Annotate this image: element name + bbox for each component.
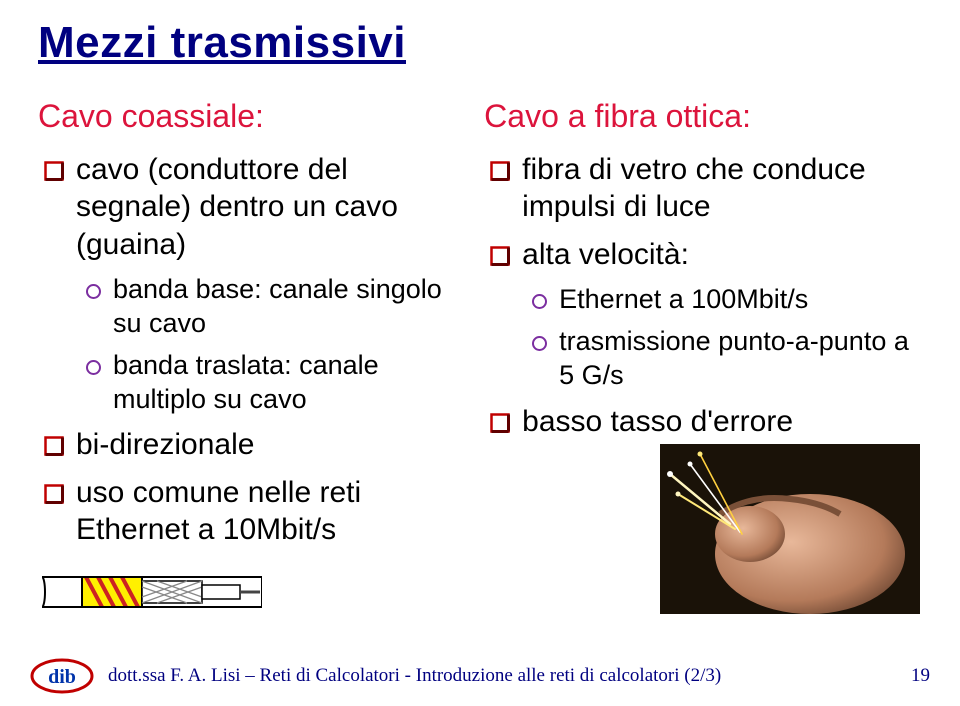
circle-bullet-icon (532, 294, 547, 309)
footer-text: dott.ssa F. A. Lisi – Reti di Calcolator… (108, 665, 721, 687)
bullet-text: trasmissione punto-a-punto a 5 G/s (559, 325, 930, 393)
bullet-text: fibra di vetro che conduce impulsi di lu… (522, 151, 930, 226)
right-heading: Cavo a fibra ottica: (484, 98, 930, 135)
square-bullet-icon (44, 161, 64, 181)
dib-logo-icon: dib (30, 658, 94, 694)
bullet-item: bi-direzionale (44, 426, 466, 464)
bullet-item: fibra di vetro che conduce impulsi di lu… (490, 151, 930, 226)
square-bullet-icon (490, 246, 510, 266)
bullet-item: basso tasso d'errore (490, 403, 930, 441)
svg-text:dib: dib (48, 666, 76, 688)
sub-bullet-item: banda base: canale singolo su cavo (86, 273, 466, 341)
bullet-item: cavo (conduttore del segnale) dentro un … (44, 151, 466, 264)
bullet-text: uso comune nelle reti Ethernet a 10Mbit/… (76, 474, 466, 549)
bullet-text: banda base: canale singolo su cavo (113, 273, 466, 341)
coax-cable-illustration (42, 563, 262, 621)
circle-bullet-icon (532, 336, 547, 351)
bullet-item: alta velocità: (490, 236, 930, 274)
square-bullet-icon (490, 161, 510, 181)
slide-title: Mezzi trasmissivi (38, 18, 930, 68)
bullet-text: bi-direzionale (76, 426, 466, 464)
square-bullet-icon (44, 484, 64, 504)
page-number: 19 (911, 665, 930, 687)
fiber-hand-illustration (660, 444, 920, 614)
slide-footer: dib dott.ssa F. A. Lisi – Reti di Calcol… (30, 658, 930, 694)
footer-left: dib dott.ssa F. A. Lisi – Reti di Calcol… (30, 658, 721, 694)
circle-bullet-icon (86, 284, 101, 299)
left-heading: Cavo coassiale: (38, 98, 466, 135)
bullet-text: alta velocità: (522, 236, 930, 274)
circle-bullet-icon (86, 360, 101, 375)
column-left: Cavo coassiale: cavo (conduttore del seg… (38, 98, 466, 621)
sub-bullet-item: trasmissione punto-a-punto a 5 G/s (532, 325, 930, 393)
square-bullet-icon (490, 413, 510, 433)
square-bullet-icon (44, 436, 64, 456)
bullet-text: Ethernet a 100Mbit/s (559, 283, 930, 317)
bullet-text: cavo (conduttore del segnale) dentro un … (76, 151, 466, 264)
bullet-item: uso comune nelle reti Ethernet a 10Mbit/… (44, 474, 466, 549)
bullet-text: basso tasso d'errore (522, 403, 930, 441)
bullet-text: banda traslata: canale multiplo su cavo (113, 349, 466, 417)
sub-bullet-item: banda traslata: canale multiplo su cavo (86, 349, 466, 417)
sub-bullet-item: Ethernet a 100Mbit/s (532, 283, 930, 317)
slide: Mezzi trasmissivi Cavo coassiale: cavo (… (0, 0, 960, 706)
